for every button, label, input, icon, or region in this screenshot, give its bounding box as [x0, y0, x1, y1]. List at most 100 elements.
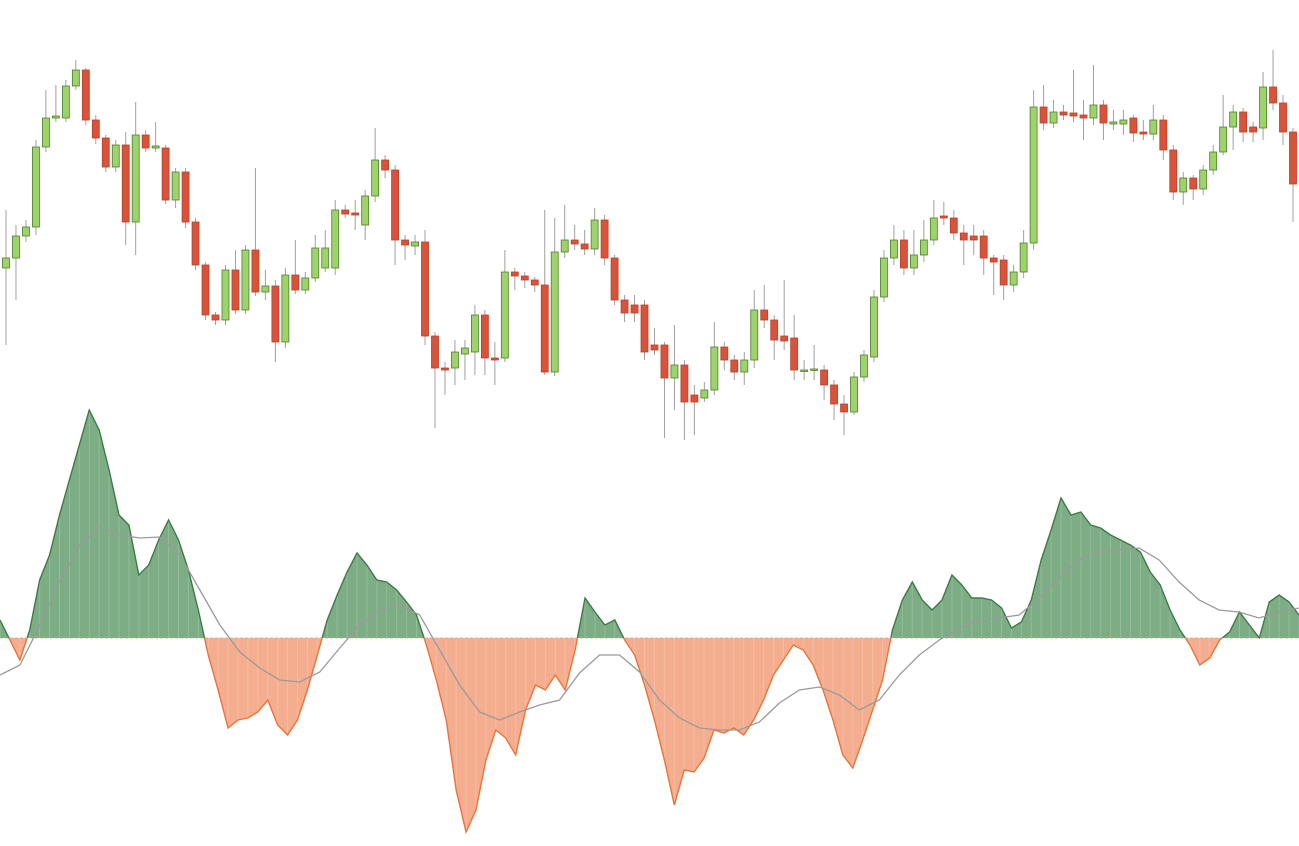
candle-body-down	[959, 232, 968, 241]
candle-body-down	[530, 279, 539, 286]
candle-body-up	[800, 369, 809, 372]
candle-body-down	[201, 264, 210, 316]
signal-line	[0, 526, 1299, 731]
candle-body-down	[989, 257, 998, 263]
candle-body-up	[301, 277, 310, 291]
candle-body-up	[111, 144, 120, 168]
candle-body-down	[341, 209, 350, 215]
candle-body-down	[840, 403, 848, 413]
candle-body-up	[670, 364, 679, 379]
candle-body-up	[1089, 104, 1098, 119]
candle-body-up	[471, 314, 479, 353]
candle-body-down	[161, 147, 170, 201]
candle-body-down	[830, 384, 838, 405]
candle-body-up	[12, 235, 20, 259]
candle-body-up	[590, 219, 599, 250]
candle-body-up	[361, 195, 370, 226]
candle-body-down	[181, 171, 190, 223]
candle-body-up	[870, 296, 878, 358]
candle-body-down	[1059, 111, 1068, 116]
candle-body-up	[1229, 111, 1238, 128]
candle-body-down	[570, 239, 579, 245]
candle-body-up	[371, 159, 380, 197]
candle-body-down	[1189, 177, 1198, 190]
candle-body-up	[1009, 271, 1018, 286]
candle-body-down	[790, 337, 799, 371]
candle-body-up	[1119, 119, 1128, 125]
candle-body-up	[1109, 121, 1118, 125]
candle-body-up	[221, 269, 230, 321]
candles	[2, 50, 1297, 440]
candle-body-up	[1259, 86, 1267, 129]
candle-body-down	[431, 335, 439, 369]
candle-body-down	[620, 299, 629, 314]
candle-body-down	[969, 235, 978, 241]
oscillator-below	[0, 638, 1299, 835]
candle-body-down	[381, 159, 390, 171]
candle-body-down	[770, 319, 779, 341]
candle-body-down	[271, 285, 280, 343]
candle-body-up	[1199, 169, 1208, 190]
candle-body-down	[640, 304, 649, 353]
oscillator-above	[0, 408, 1299, 638]
candle-body-down	[900, 239, 908, 269]
candle-body-up	[909, 254, 918, 269]
candle-body-down	[490, 357, 499, 361]
candle-body-down	[91, 119, 100, 139]
candle-body-up	[22, 226, 30, 237]
candle-body-up	[500, 271, 509, 359]
candle-body-down	[1239, 111, 1248, 133]
candle-body-up	[261, 285, 270, 293]
candle-body-down	[211, 314, 220, 321]
oscillator-line	[8, 638, 1261, 835]
candle-body-down	[391, 169, 399, 241]
candle-body-up	[919, 239, 928, 256]
candle-body-up	[1219, 126, 1228, 153]
candle-body-down	[1099, 104, 1108, 124]
oscillator-area	[0, 638, 1299, 832]
candle-body-up	[61, 85, 70, 119]
candle-body-down	[441, 367, 449, 371]
candle-body-down	[760, 309, 769, 321]
candle-body-down	[660, 344, 669, 379]
candle-body-up	[750, 309, 759, 361]
candle-body-up	[1019, 242, 1028, 273]
candle-body-down	[680, 364, 689, 403]
candle-body-down	[1159, 119, 1168, 151]
candle-body-up	[860, 354, 868, 378]
candle-body-down	[1129, 117, 1138, 134]
candle-body-up	[1209, 151, 1218, 171]
candle-body-up	[151, 145, 160, 149]
oscillator-line	[0, 408, 1299, 638]
oscillator-area	[0, 410, 1299, 638]
candle-body-down	[510, 271, 519, 277]
candle-body-down	[610, 257, 619, 301]
candle-body-up	[171, 171, 180, 201]
candle-body-down	[520, 275, 529, 281]
candle-body-down	[1279, 102, 1287, 133]
candle-body-down	[231, 269, 240, 311]
candle-body-up	[451, 351, 459, 369]
candle-body-up	[42, 117, 50, 148]
candle-body-up	[1049, 111, 1058, 124]
candle-body-down	[1069, 112, 1078, 117]
candle-body-down	[780, 335, 789, 342]
candle-body-up	[929, 217, 938, 241]
candle-body-up	[850, 376, 858, 413]
candle-body-up	[700, 389, 709, 399]
candle-body-up	[880, 257, 888, 298]
candle-body-down	[600, 219, 609, 259]
candle-body-up	[1149, 119, 1158, 135]
candle-body-up	[32, 146, 40, 228]
candle-body-down	[939, 215, 948, 219]
candle-body-up	[131, 134, 140, 223]
candle-body-up	[1029, 106, 1038, 244]
candle-body-down	[480, 314, 489, 359]
candle-body-down	[580, 243, 589, 250]
candle-body-down	[1169, 149, 1178, 193]
candle-body-down	[101, 137, 110, 168]
candle-body-up	[461, 347, 469, 355]
candle-body-up	[710, 346, 719, 391]
candle-body-up	[51, 115, 60, 119]
